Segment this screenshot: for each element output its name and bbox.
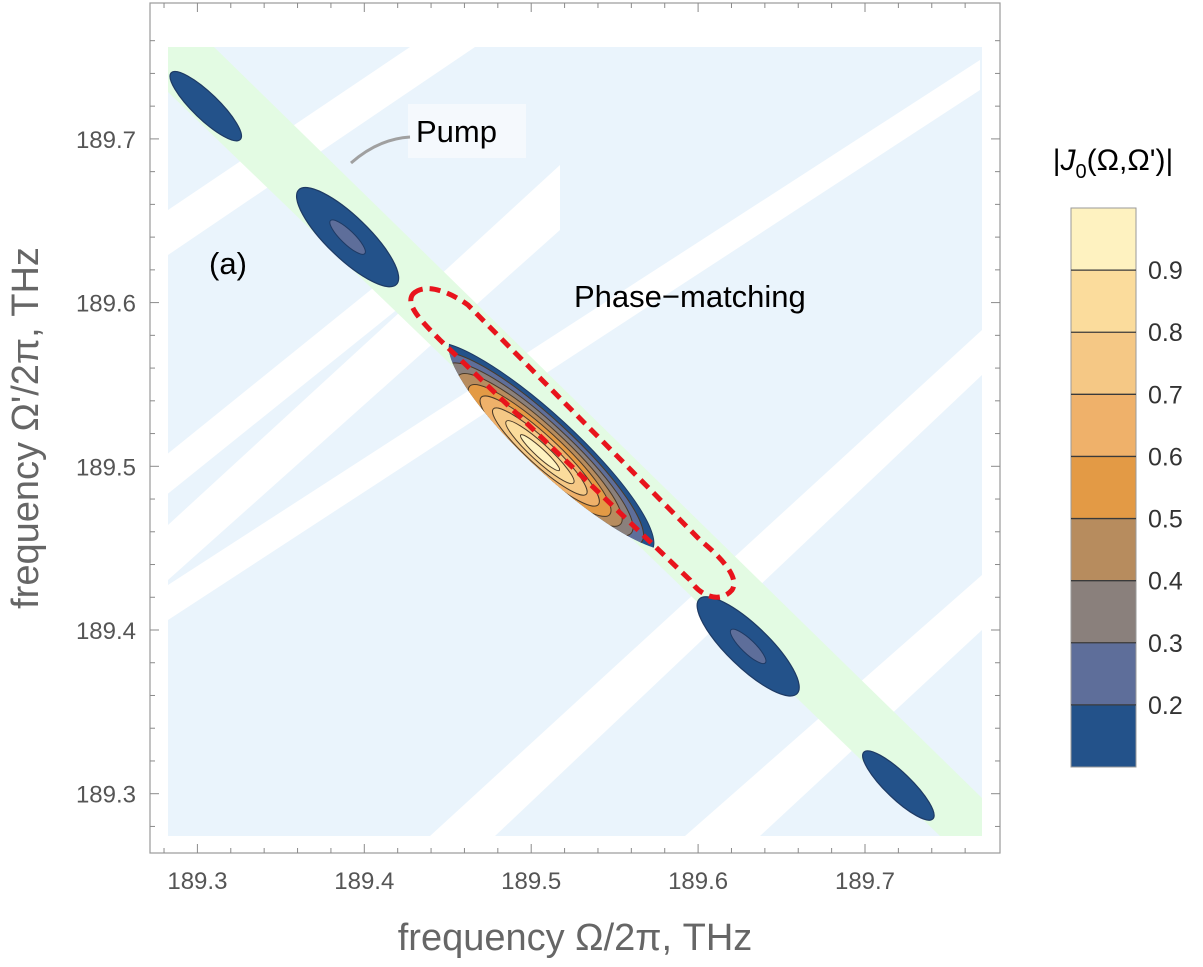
colorbar-tick-label: 0.6	[1148, 443, 1183, 471]
x-tick-label: 189.3	[167, 868, 227, 895]
y-axis-ticks: 189.3 189.4 189.5 189.6 189.7	[76, 40, 1000, 827]
colorbar-swatch-1	[1071, 642, 1136, 705]
y-tick-label: 189.4	[76, 618, 136, 645]
x-axis-ticks: 189.3 189.4 189.5 189.6 189.7	[163, 3, 966, 895]
pump-callout-line	[350, 135, 411, 165]
side-lobes	[169, 70, 935, 821]
y-tick-label: 189.6	[76, 291, 136, 318]
side-lobe-core-1	[329, 219, 366, 255]
y-tick-label: 189.7	[76, 127, 136, 154]
colorbar-tick-label: 0.9	[1148, 257, 1183, 285]
y-axis-title: frequency Ω'/2π, THz	[5, 247, 47, 609]
phase-matching-label: Phase−matching	[574, 279, 806, 314]
colorbar-swatches	[1070, 207, 1137, 768]
phase-matching-contour	[408, 286, 737, 600]
phase-matching-gap-2	[168, 60, 980, 620]
colorbar-tick-label: 0.3	[1148, 630, 1183, 658]
colorbar: |J0(Ω,Ω')| 0.2 0.3 0.4 0.5 0.6 0.7 0.8 0.9	[1053, 144, 1183, 768]
colorbar-tick-label: 0.5	[1148, 506, 1183, 534]
main-lobe-level-8	[519, 434, 561, 472]
side-lobe-3	[862, 750, 935, 821]
plot-area	[168, 47, 982, 836]
phase-matching-gap-1	[168, 165, 560, 580]
panel-label: (a)	[209, 246, 247, 281]
colorbar-swatch-0	[1071, 704, 1136, 767]
side-lobe-core-2	[729, 628, 767, 665]
x-tick-label: 189.5	[501, 868, 561, 895]
x-tick-label: 189.7	[835, 868, 895, 895]
y-tick-label: 189.5	[76, 454, 136, 481]
colorbar-labels: 0.2 0.3 0.4 0.5 0.6 0.7 0.8 0.9	[1071, 257, 1183, 720]
side-lobe-0	[169, 70, 243, 142]
colorbar-tick-label: 0.4	[1148, 568, 1183, 596]
colorbar-tick-label: 0.2	[1148, 692, 1183, 720]
main-lobe	[426, 341, 655, 555]
y-tick-label: 189.3	[76, 782, 136, 809]
colorbar-swatch-2	[1071, 580, 1136, 643]
colorbar-swatch-7	[1071, 270, 1136, 333]
colorbar-swatch-4	[1071, 456, 1136, 519]
colorbar-swatch-8	[1071, 208, 1136, 271]
phase-matching-gap-5	[168, 250, 440, 494]
colorbar-frame	[1070, 207, 1137, 768]
colorbar-swatch-6	[1071, 332, 1136, 395]
colorbar-tick-label: 0.7	[1148, 381, 1183, 409]
pump-label-box	[408, 104, 526, 158]
colorbar-swatch-5	[1071, 394, 1136, 457]
x-tick-label: 189.4	[334, 868, 394, 895]
phase-matching-gap-0	[168, 47, 475, 255]
colorbar-swatch-3	[1071, 518, 1136, 581]
x-tick-label: 189.6	[668, 868, 728, 895]
colorbar-title: |J0(Ω,Ω')|	[1053, 144, 1174, 183]
phase-matching-gaps	[168, 47, 982, 836]
pump-label: Pump	[416, 114, 497, 149]
x-axis-title: frequency Ω/2π, THz	[398, 917, 753, 959]
colorbar-tick-label: 0.8	[1148, 319, 1183, 347]
